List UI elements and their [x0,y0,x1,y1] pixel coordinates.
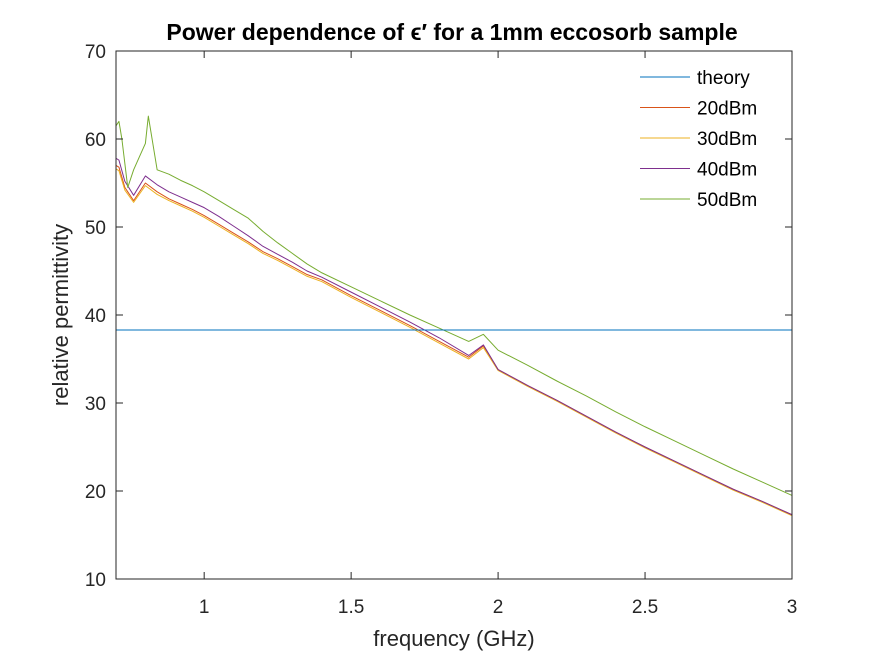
y-tick-label: 20 [85,482,106,503]
series-line-40dbm [115,157,793,516]
y-tick-label: 30 [85,394,106,415]
x-tick-label: 3 [787,597,798,618]
y-tick-label: 10 [85,570,106,591]
x-tick-label: 2.5 [632,597,658,618]
legend-label: 30dBm [697,129,757,150]
x-axis-label: frequency (GHz) [373,626,534,651]
x-tick-label: 1 [199,597,210,618]
legend: theory 20dBm 30dBm 40dBm 50dBm [640,68,757,211]
x-axis: 1 1.5 2 2.5 3 [199,51,797,618]
series-line-50dbm [115,115,793,496]
legend-label: 50dBm [697,190,757,211]
legend-label: 40dBm [697,160,757,181]
plot-area [115,50,793,580]
y-tick-label: 60 [85,130,106,151]
chart-title: Power dependence of ϵ′ for a 1mm eccosor… [166,19,737,45]
y-axis: 10 20 30 40 50 60 70 [85,42,792,591]
legend-label: 20dBm [697,99,757,120]
legend-label: theory [697,68,750,89]
series-layer [115,115,793,517]
y-axis-label: relative permittivity [48,224,73,406]
x-tick-label: 2 [493,597,504,618]
y-tick-label: 40 [85,306,106,327]
y-tick-label: 50 [85,218,106,239]
y-tick-label: 70 [85,42,106,63]
x-tick-label: 1.5 [338,597,364,618]
series-line-30dbm [115,168,793,517]
plot-background [116,51,792,579]
